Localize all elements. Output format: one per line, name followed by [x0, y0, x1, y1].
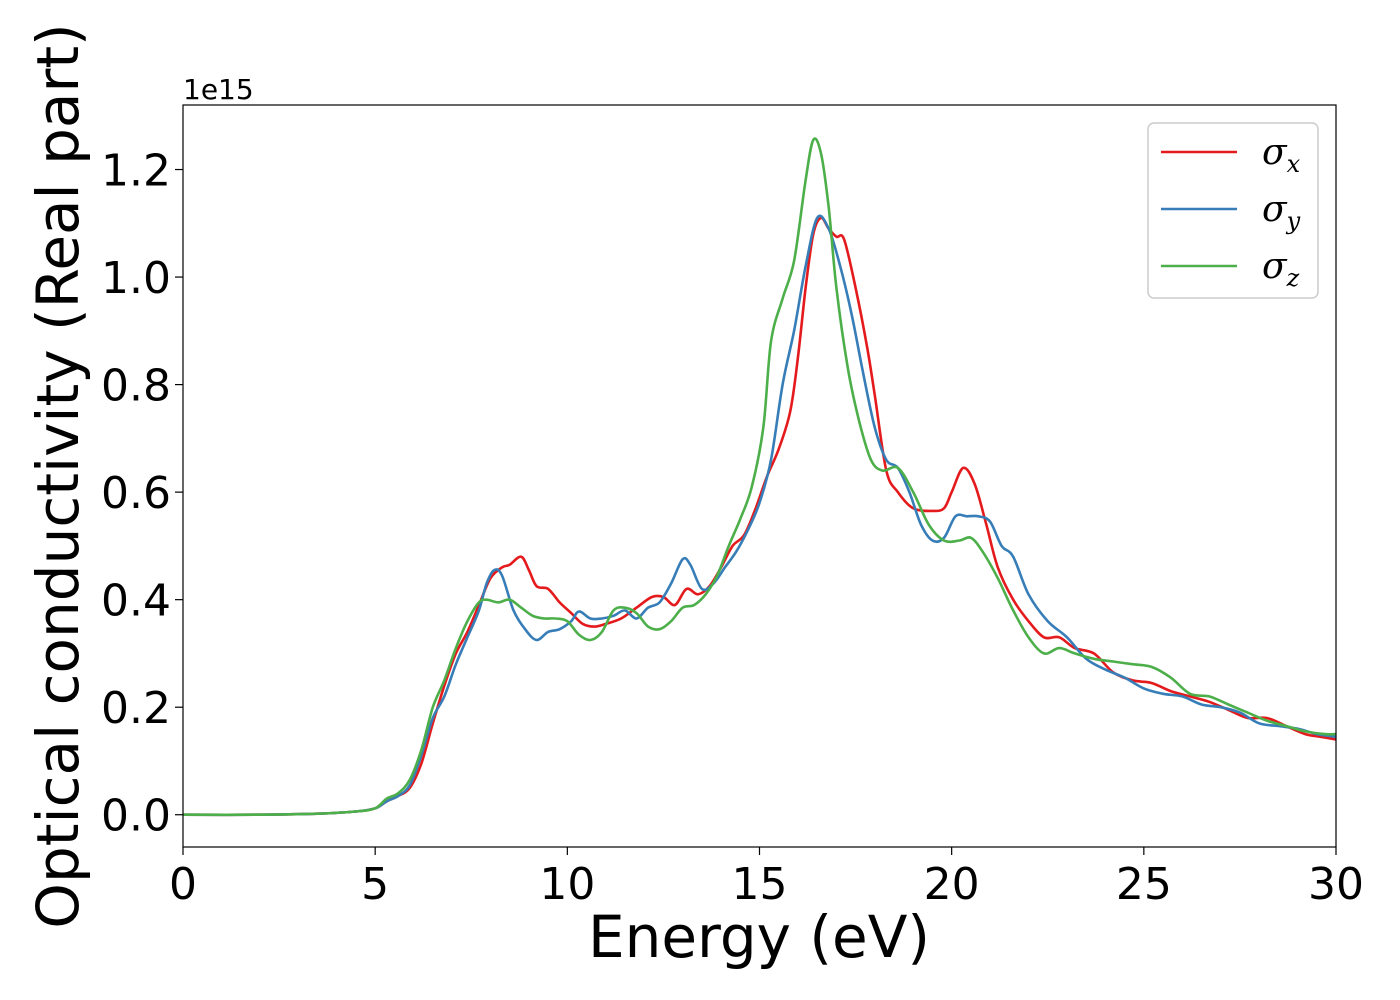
y-tick-label: 0.6 [101, 468, 171, 519]
y-tick-label: 0.4 [101, 576, 171, 627]
series-line-x [182, 216, 1337, 817]
y-tick-label: 1.0 [101, 253, 171, 304]
legend-box [1147, 122, 1319, 299]
y-tick-label: 0.2 [101, 683, 171, 734]
series-line-y [182, 214, 1337, 817]
x-axis: 0 5 10 15 20 25 30 [169, 847, 1364, 910]
legend-label-y: σy [1262, 189, 1301, 235]
series-line-z [182, 137, 1337, 817]
x-tick-label: 15 [732, 859, 788, 910]
x-tick-label: 5 [361, 859, 389, 910]
plot-area-background [183, 105, 1336, 847]
y-tick-label: 1.2 [101, 146, 171, 197]
x-tick-label: 10 [539, 859, 595, 910]
legend: σx σy σz [1147, 122, 1319, 299]
legend-label-x: σx [1262, 132, 1301, 178]
x-tick-label: 0 [169, 859, 197, 910]
y-axis: 0.0 0.2 0.4 0.6 0.8 1.0 1.2 [101, 146, 183, 842]
y-tick-label: 0.0 [101, 791, 171, 842]
legend-label-z: σz [1262, 246, 1300, 292]
y-tick-label: 0.8 [101, 361, 171, 412]
y-axis-label: Optical conductivity (Real part) [24, 23, 92, 928]
x-tick-label: 20 [924, 859, 980, 910]
x-axis-label: Energy (eV) [588, 903, 930, 971]
y-offset-label: 1e15 [183, 73, 254, 106]
x-tick-label: 30 [1308, 859, 1364, 910]
x-tick-label: 25 [1116, 859, 1172, 910]
series-layer [182, 137, 1337, 817]
